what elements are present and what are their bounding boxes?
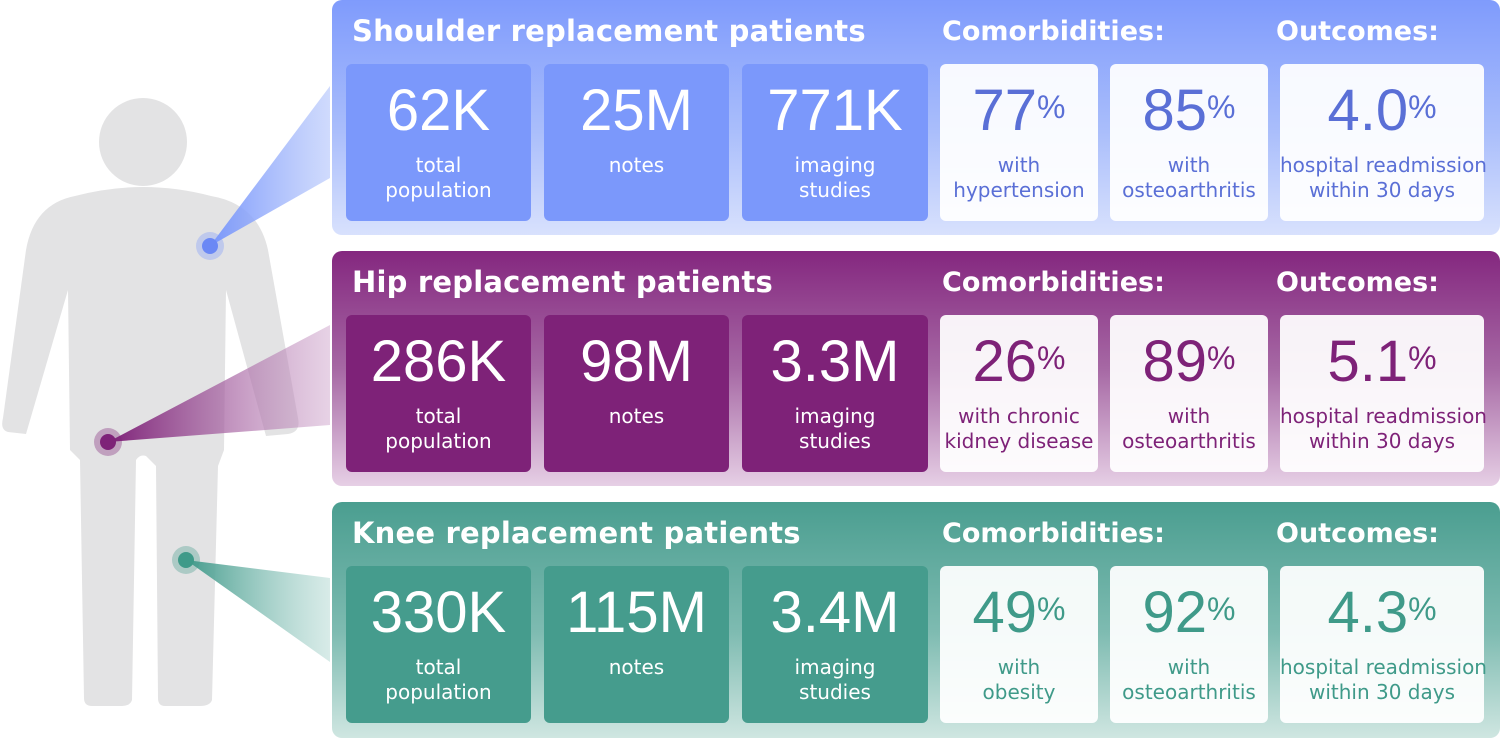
percent-value: 92 [1142, 580, 1208, 645]
comorbidity-card: 49% with obesity [940, 566, 1098, 723]
percent-value: 85 [1142, 78, 1208, 143]
percent-value: 89 [1142, 329, 1208, 394]
stat-label: notes [608, 153, 665, 177]
comorbidities-label: Comorbidities: [942, 518, 1165, 549]
comorbidity-label: osteoarthritis [1122, 680, 1256, 704]
panel-title: Knee replacement patients [352, 516, 801, 550]
comorbidity-card: 77% with hypertension [940, 64, 1098, 221]
outcome-card: 4.3% hospital readmission within 30 days [1280, 566, 1487, 723]
comorbidity-label: with [997, 655, 1041, 679]
percent-value: 4.0 [1327, 78, 1409, 143]
percent-sign: % [1207, 89, 1236, 125]
hip-panel: Hip replacement patients Comorbidities: … [332, 251, 1500, 486]
percent-sign: % [1207, 591, 1236, 627]
comorbidity-label: with [1167, 655, 1211, 679]
outcome-label: within 30 days [1308, 429, 1456, 453]
outcome-card: 5.1% hospital readmission within 30 days [1280, 315, 1487, 472]
percent-sign: % [1037, 591, 1066, 627]
outcomes-label: Outcomes: [1276, 16, 1439, 47]
panel-title: Hip replacement patients [352, 265, 774, 299]
stat-label: imaging [794, 153, 876, 177]
comorbidity-label: osteoarthritis [1122, 429, 1256, 453]
shoulder-beam [210, 86, 330, 246]
stat-value: 25M [580, 78, 693, 143]
total-population-card: 62K total population [346, 64, 531, 221]
notes-card: 115M notes [544, 566, 729, 723]
notes-card: 25M notes [544, 64, 729, 221]
stat-label: population [385, 178, 492, 202]
percent-value: 49 [972, 580, 1038, 645]
hip-beam [108, 325, 330, 442]
outcome-label: within 30 days [1308, 178, 1456, 202]
comorbidity-label: obesity [982, 680, 1056, 704]
stat-label: population [385, 680, 492, 704]
percent-value: 26 [972, 329, 1038, 394]
stat-value: 771K [767, 78, 903, 143]
total-population-card: 330K total population [346, 566, 531, 723]
comorbidity-card: 26% with chronic kidney disease [940, 315, 1098, 472]
stat-label: studies [799, 178, 871, 202]
outcomes-label: Outcomes: [1276, 518, 1439, 549]
percent-sign: % [1408, 89, 1437, 125]
notes-card: 98M notes [544, 315, 729, 472]
comorbidity-label: with [1167, 153, 1211, 177]
stat-value: 3.3M [770, 329, 900, 394]
stat-value: 62K [386, 78, 491, 143]
percent-sign: % [1037, 89, 1066, 125]
stat-value: 3.4M [770, 580, 900, 645]
stat-label: total [415, 153, 462, 177]
knee-panel: Knee replacement patients Comorbidities:… [332, 502, 1500, 738]
comorbidity-label: hypertension [953, 178, 1085, 202]
outcome-label: within 30 days [1308, 680, 1456, 704]
human-body-icon [2, 86, 330, 706]
stat-label: population [385, 429, 492, 453]
total-population-card: 286K total population [346, 315, 531, 472]
outcome-label: hospital readmission [1280, 655, 1487, 679]
stat-label: studies [799, 429, 871, 453]
comorbidity-card: 89% with osteoarthritis [1110, 315, 1268, 472]
percent-value: 4.3 [1327, 580, 1409, 645]
stat-label: notes [608, 404, 665, 428]
stat-label: imaging [794, 404, 876, 428]
knee-beam [186, 560, 330, 662]
stat-label: total [415, 404, 462, 428]
percent-sign: % [1408, 591, 1437, 627]
panel-title: Shoulder replacement patients [352, 14, 866, 48]
stat-value: 286K [370, 329, 507, 394]
stat-label: total [415, 655, 462, 679]
shoulder-panel: Shoulder replacement patients Comorbidit… [332, 0, 1500, 235]
comorbidity-card: 92% with osteoarthritis [1110, 566, 1268, 723]
comorbidity-label: with [1167, 404, 1211, 428]
stat-value: 330K [370, 580, 507, 645]
imaging-studies-card: 3.3M imaging studies [742, 315, 928, 472]
percent-value: 77 [972, 78, 1038, 143]
comorbidities-label: Comorbidities: [942, 16, 1165, 47]
imaging-studies-card: 3.4M imaging studies [742, 566, 928, 723]
percent-sign: % [1037, 340, 1066, 376]
outcome-card: 4.0% hospital readmission within 30 days [1280, 64, 1487, 221]
percent-sign: % [1207, 340, 1236, 376]
stat-value: 115M [566, 580, 707, 645]
outcomes-label: Outcomes: [1276, 267, 1439, 298]
stat-label: imaging [794, 655, 876, 679]
comorbidity-label: with chronic [958, 404, 1080, 428]
comorbidity-label: kidney disease [944, 429, 1094, 453]
outcome-label: hospital readmission [1280, 153, 1487, 177]
stat-label: notes [608, 655, 665, 679]
stat-value: 98M [580, 329, 693, 394]
percent-value: 5.1 [1327, 329, 1409, 394]
stat-label: studies [799, 680, 871, 704]
comorbidities-label: Comorbidities: [942, 267, 1165, 298]
outcome-label: hospital readmission [1280, 404, 1487, 428]
comorbidity-label: osteoarthritis [1122, 178, 1256, 202]
comorbidity-card: 85% with osteoarthritis [1110, 64, 1268, 221]
comorbidity-label: with [997, 153, 1041, 177]
percent-sign: % [1408, 340, 1437, 376]
imaging-studies-card: 771K imaging studies [742, 64, 928, 221]
